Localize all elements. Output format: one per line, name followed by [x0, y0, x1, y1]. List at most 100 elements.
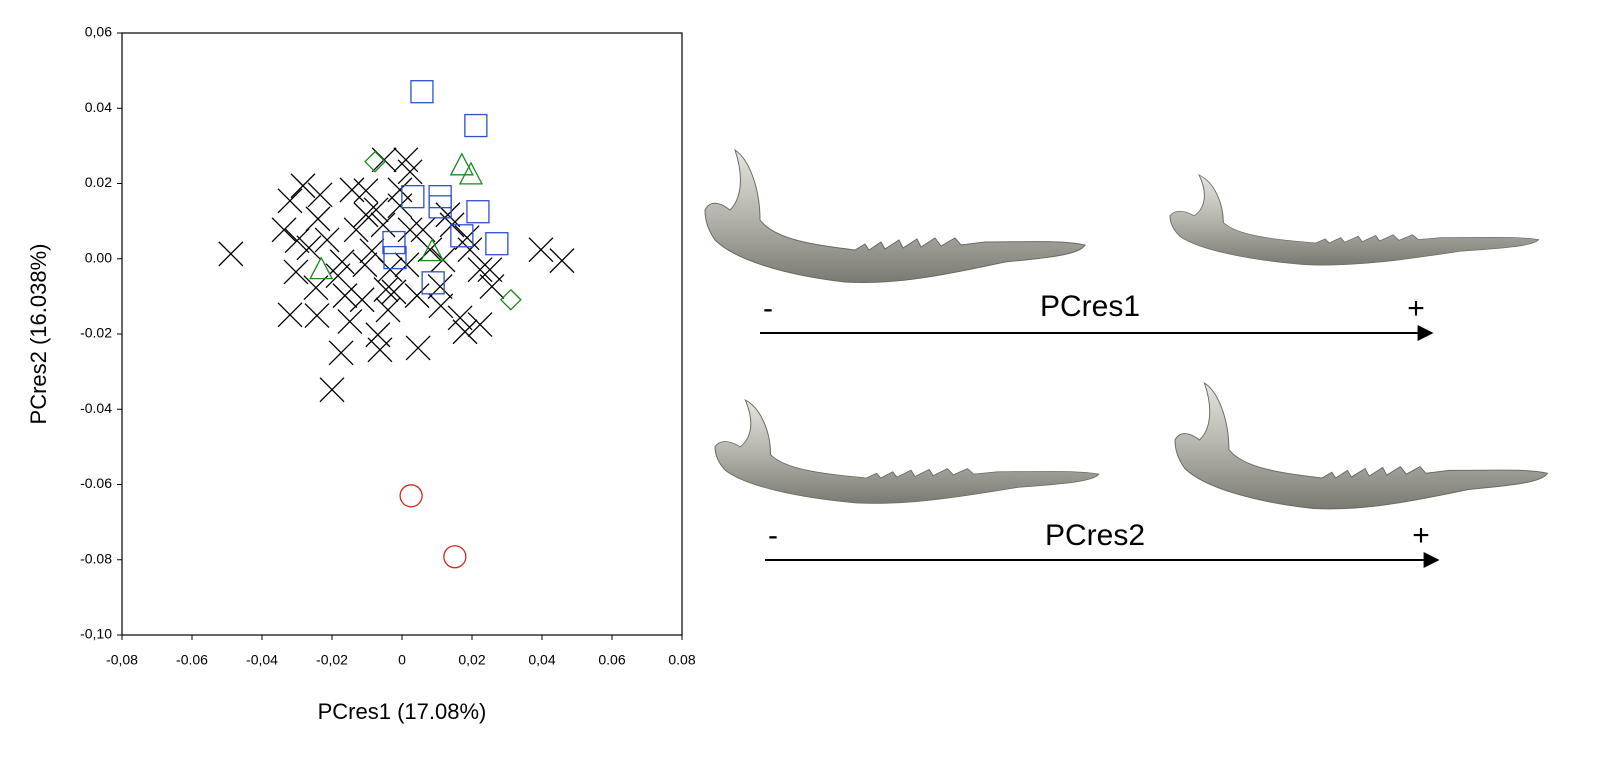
data-point: [450, 224, 474, 248]
data-point: [399, 484, 423, 508]
data-point: [364, 150, 386, 173]
data-point: [410, 80, 434, 104]
x-tick-label: -0.06: [176, 652, 208, 668]
data-point: [435, 202, 461, 228]
data-point: [296, 235, 322, 261]
data-point: [499, 288, 522, 311]
mandible-image: [704, 149, 1086, 284]
data-point: [404, 283, 430, 309]
x-tick-label: 0,02: [458, 652, 485, 668]
plus-label: +: [1407, 292, 1425, 325]
data-point: [417, 237, 443, 263]
minus-label: -: [763, 292, 773, 325]
data-point: [449, 152, 474, 176]
data-point: [305, 206, 331, 232]
data-point: [479, 274, 505, 300]
mandible-image: [1169, 174, 1540, 266]
data-point: [420, 238, 445, 262]
data-point: [382, 230, 406, 255]
data-point: [401, 185, 425, 209]
data-point: [381, 279, 407, 305]
data-point: [332, 283, 358, 309]
y-tick-label: -0.06: [80, 475, 112, 491]
data-point: [370, 212, 396, 238]
y-tick-label: 0.00: [85, 249, 112, 265]
data-point: [339, 177, 365, 203]
y-tick-label: -0.02: [80, 325, 112, 341]
data-point: [303, 275, 329, 301]
data-point: [349, 287, 375, 313]
data-point: [375, 297, 401, 323]
data-point: [277, 188, 303, 214]
data-point: [309, 256, 334, 280]
data-point: [549, 248, 575, 274]
x-tick-label: -0,02: [316, 652, 348, 668]
shape-axis-label: PCres2: [1045, 519, 1145, 552]
data-point: [428, 293, 454, 319]
data-point: [443, 545, 467, 569]
data-point: [458, 161, 484, 185]
plus-label: +: [1412, 519, 1430, 552]
data-point: [428, 195, 452, 219]
data-point: [466, 200, 490, 224]
x-tick-label: 0: [398, 652, 406, 668]
x-tick-label: -0,04: [246, 652, 278, 668]
data-point: [367, 337, 393, 363]
data-point: [218, 241, 244, 267]
y-tick-label: -0.08: [80, 550, 112, 566]
data-point: [394, 252, 420, 278]
data-point: [307, 182, 333, 208]
data-point: [359, 238, 385, 264]
data-point: [464, 113, 488, 138]
mandible-image: [1174, 382, 1548, 510]
data-point: [447, 305, 473, 331]
data-point: [452, 319, 478, 345]
data-point: [485, 232, 509, 256]
data-point: [405, 335, 431, 361]
data-point: [304, 303, 330, 329]
shape-axis-label: PCres1: [1040, 290, 1140, 323]
data-point: [467, 312, 493, 338]
data-point: [383, 245, 407, 270]
x-tick-label: 0,04: [528, 652, 555, 668]
data-point: [283, 259, 309, 285]
data-point: [387, 193, 413, 219]
y-tick-label: 0.04: [85, 99, 112, 115]
data-point: [528, 237, 554, 263]
y-tick-label: -0.04: [80, 400, 112, 416]
data-point: [353, 178, 379, 204]
data-point: [454, 225, 480, 251]
data-point: [271, 217, 297, 243]
data-point: [284, 228, 310, 254]
mandible-image: [714, 399, 1100, 504]
data-point: [329, 249, 355, 275]
data-point: [457, 237, 483, 263]
data-point: [352, 252, 378, 278]
minus-label: -: [768, 519, 778, 552]
data-point: [373, 277, 399, 303]
data-point: [397, 159, 423, 185]
data-point: [467, 257, 493, 283]
y-tick-label: 0.02: [85, 174, 112, 190]
data-point: [337, 309, 363, 335]
data-point: [365, 322, 391, 348]
y-tick-label: -0,10: [80, 626, 112, 642]
x-axis-title: PCres1 (17.08%): [318, 699, 487, 724]
data-point: [353, 202, 379, 228]
data-point: [328, 340, 354, 366]
y-tick-label: 0,06: [85, 24, 112, 40]
data-point: [427, 274, 453, 300]
data-point: [325, 263, 351, 289]
data-point: [363, 197, 389, 223]
shape-panel: - PCres1 + - PCres2 +: [704, 149, 1548, 568]
y-axis-title: PCres2 (16.038%): [26, 244, 51, 425]
data-point: [428, 185, 452, 209]
x-tick-label: 0.08: [668, 652, 695, 668]
data-point: [410, 217, 436, 243]
x-tick-label: -0,08: [106, 652, 138, 668]
data-point: [319, 377, 345, 403]
x-tick-label: 0.06: [598, 652, 625, 668]
data-point: [290, 173, 316, 199]
